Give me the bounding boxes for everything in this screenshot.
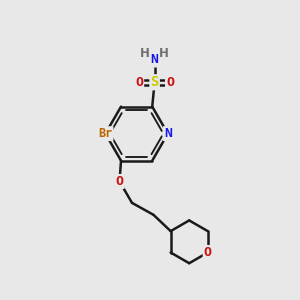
Text: H: H <box>159 47 169 60</box>
Text: O: O <box>116 175 124 188</box>
Text: N: N <box>164 127 172 140</box>
Text: O: O <box>135 76 143 89</box>
Text: O: O <box>166 76 174 89</box>
Text: H: H <box>140 47 150 60</box>
Text: O: O <box>204 246 212 259</box>
Text: Br: Br <box>98 127 112 140</box>
Text: N: N <box>151 53 159 67</box>
Text: S: S <box>150 75 159 89</box>
